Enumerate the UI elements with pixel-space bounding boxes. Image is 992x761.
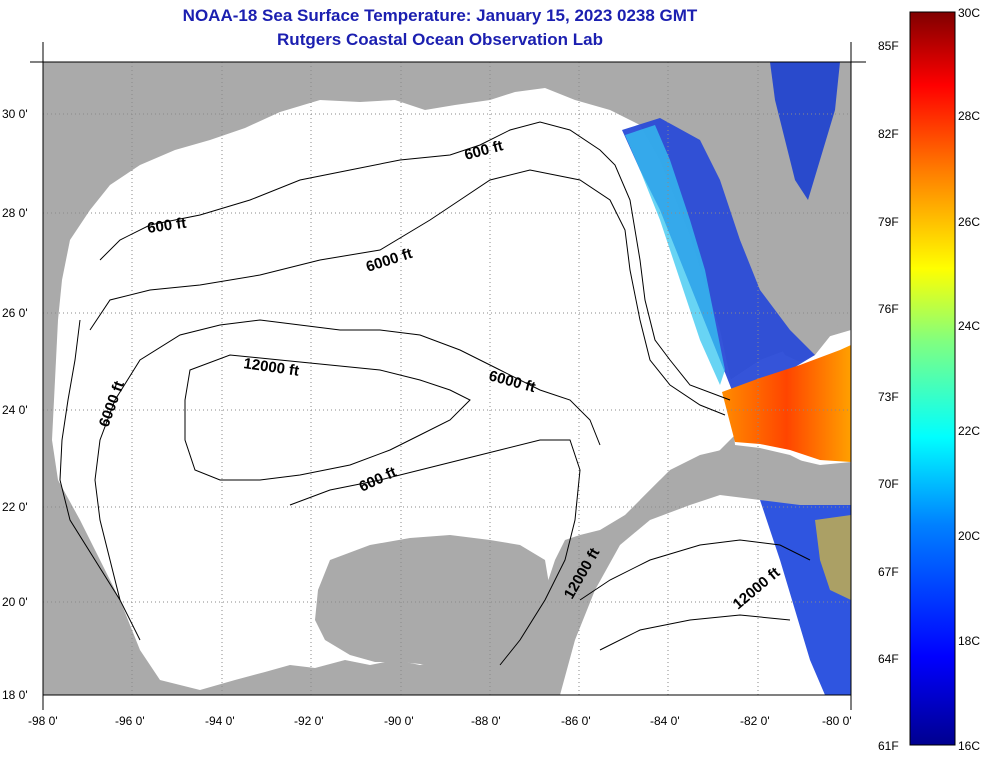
- colorbar: [909, 11, 956, 746]
- longitude-labels: -98 0' -96 0' -94 0' -92 0' -90 0' -88 0…: [28, 714, 852, 728]
- lon-label: -84 0': [650, 714, 680, 728]
- lon-label: -86 0': [561, 714, 591, 728]
- colorbar-c-labels: 30C 28C 26C 24C 22C 20C 18C 16C: [958, 6, 980, 753]
- lon-label: -98 0': [28, 714, 58, 728]
- colorbar-f-labels: 85F 82F 79F 76F 73F 70F 67F 64F 61F: [878, 39, 899, 753]
- map-frame: [42, 61, 852, 696]
- lon-label: -90 0': [384, 714, 414, 728]
- colorbar-f-label: 79F: [878, 215, 899, 229]
- map-title: NOAA-18 Sea Surface Temperature: January…: [182, 6, 698, 25]
- sst-swath-warm: [722, 345, 851, 462]
- colorbar-f-label: 70F: [878, 477, 899, 491]
- colorbar-c-label: 22C: [958, 424, 980, 438]
- map-subtitle: Rutgers Coastal Ocean Observation Lab: [277, 30, 603, 49]
- lat-lon-grid: [43, 62, 851, 695]
- latitude-labels: 30 0' 28 0' 26 0' 24 0' 22 0' 20 0' 18 0…: [2, 107, 28, 702]
- lat-label: 24 0': [2, 403, 28, 417]
- cuba-island: [640, 448, 851, 510]
- lat-label: 18 0': [2, 688, 28, 702]
- colorbar-c-label: 30C: [958, 6, 980, 20]
- colorbar-c-label: 18C: [958, 634, 980, 648]
- lon-label: -96 0': [115, 714, 145, 728]
- gulf-ocean: [52, 88, 740, 690]
- bathymetry-contours: [59, 121, 811, 666]
- contour-600ft-west: [59, 319, 141, 641]
- lat-label: 22 0': [2, 500, 28, 514]
- lon-label: -82 0': [740, 714, 770, 728]
- lat-label: 20 0': [2, 595, 28, 609]
- lon-label: -92 0': [294, 714, 324, 728]
- contour-12000ft: [184, 354, 471, 481]
- lon-label: -88 0': [471, 714, 501, 728]
- sst-swath-atlantic: [770, 62, 840, 200]
- contour-label: 600 ft: [146, 215, 187, 237]
- colorbar-c-label: 20C: [958, 529, 980, 543]
- contour-600ft-south: [289, 439, 581, 666]
- colorbar-c-label: 24C: [958, 319, 980, 333]
- frame-ticks: [30, 42, 866, 710]
- colorbar-c-label: 28C: [958, 109, 980, 123]
- lat-label: 28 0': [2, 206, 28, 220]
- contour-6000ft-west: [94, 319, 601, 601]
- sst-swath-caribbean-warm: [815, 515, 851, 600]
- lon-label: -80 0': [822, 714, 852, 728]
- colorbar-c-label: 16C: [958, 739, 980, 753]
- colorbar-f-label: 82F: [878, 127, 899, 141]
- yucatan-peninsula: [315, 535, 550, 665]
- contour-600ft-north: [99, 121, 731, 401]
- colorbar-f-label: 61F: [878, 739, 899, 753]
- lat-label: 26 0': [2, 306, 28, 320]
- colorbar-f-label: 73F: [878, 390, 899, 404]
- colorbar-c-label: 26C: [958, 215, 980, 229]
- colorbar-f-label: 85F: [878, 39, 899, 53]
- colorbar-f-label: 76F: [878, 302, 899, 316]
- colorbar-f-label: 64F: [878, 652, 899, 666]
- lat-label: 30 0': [2, 107, 28, 121]
- lon-label: -94 0': [205, 714, 235, 728]
- colorbar-f-label: 67F: [878, 565, 899, 579]
- contour-6000ft-north: [89, 169, 726, 416]
- contour-12000ft-caribbean: [579, 539, 811, 651]
- sst-swath-cyan: [625, 125, 725, 385]
